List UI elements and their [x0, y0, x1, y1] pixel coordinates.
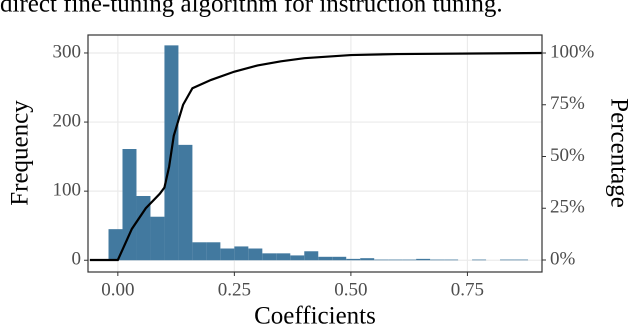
y-axis-label: Frequency — [7, 100, 34, 206]
bar — [500, 259, 515, 261]
x-tick-label: 0.75 — [451, 279, 484, 300]
y2-axis-label: Percentage — [605, 98, 632, 208]
x-axis-label: Coefficients — [254, 303, 376, 330]
y-tick-label: 200 — [53, 110, 82, 131]
bar — [150, 216, 165, 261]
bar — [430, 259, 445, 261]
x-tick-label: 0.50 — [334, 279, 367, 300]
bar — [192, 242, 207, 261]
y2-tick-label: 100% — [550, 41, 595, 62]
x-tick-label: 0.25 — [218, 279, 251, 300]
bar — [388, 259, 403, 261]
context-text: direct fine-tuning algorithm for instruc… — [0, 0, 503, 18]
bar — [332, 256, 347, 261]
bar — [262, 253, 277, 261]
bar — [374, 259, 389, 261]
bar — [276, 253, 291, 261]
bar — [206, 242, 221, 261]
bar — [346, 258, 361, 261]
y2-tick-label: 0% — [550, 248, 576, 269]
y-tick-label: 0 — [72, 249, 82, 270]
bar — [318, 256, 333, 261]
bar — [136, 195, 151, 261]
bar — [304, 251, 319, 261]
bar — [290, 255, 305, 261]
bar — [472, 259, 487, 261]
bar — [178, 144, 193, 261]
bar — [444, 259, 459, 261]
panel-border — [87, 34, 543, 273]
bar — [514, 259, 529, 261]
bar — [402, 259, 417, 261]
bar — [416, 258, 431, 261]
y-tick-label: 300 — [53, 41, 82, 62]
bar — [122, 149, 137, 261]
bar — [234, 246, 249, 261]
bar — [360, 258, 375, 261]
y2-tick-label: 50% — [550, 145, 585, 166]
bar — [220, 248, 235, 261]
y2-tick-label: 75% — [550, 93, 585, 114]
bar — [108, 229, 123, 261]
bar — [248, 248, 263, 261]
y2-tick-label: 25% — [550, 197, 585, 218]
y-tick-label: 100 — [53, 180, 82, 201]
x-tick-label: 0.00 — [101, 279, 134, 300]
cumulative-line — [89, 51, 543, 262]
